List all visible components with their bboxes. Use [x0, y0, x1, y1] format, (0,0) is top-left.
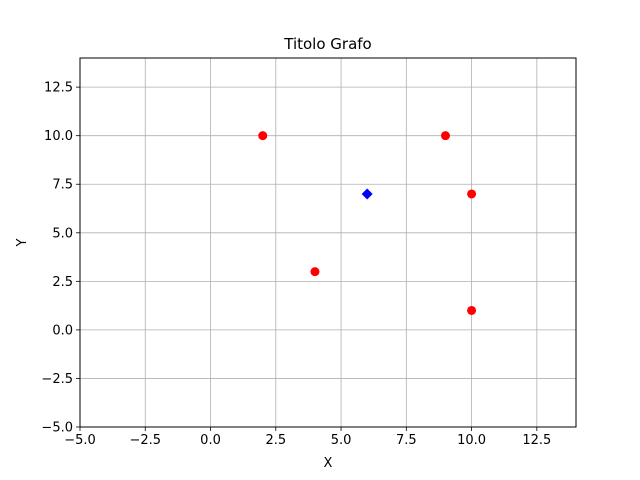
data-point-diamond — [361, 188, 373, 200]
y-tick-label: 7.5 — [52, 178, 73, 193]
x-tick-label: 0.0 — [200, 433, 221, 448]
chart-title: Titolo Grafo — [283, 35, 371, 53]
x-tick-label: 12.5 — [522, 433, 551, 448]
y-tick-label: 2.5 — [52, 275, 73, 290]
data-points — [258, 131, 477, 315]
data-point-circle — [258, 131, 268, 141]
grid — [79, 58, 576, 428]
x-axis-label: X — [324, 456, 333, 471]
y-tick-label: −2.5 — [41, 372, 73, 387]
x-tick-label: −2.5 — [129, 433, 161, 448]
data-point-circle — [310, 267, 320, 277]
x-tick-label: 5.0 — [331, 433, 352, 448]
x-tick-label: 2.5 — [265, 433, 286, 448]
data-point-circle — [467, 305, 477, 315]
x-tick-label: 7.5 — [396, 433, 417, 448]
y-axis-label: Y — [15, 238, 30, 247]
data-point-circle — [440, 131, 450, 141]
y-tick-label: 5.0 — [52, 226, 73, 241]
data-point-circle — [467, 189, 477, 199]
x-tick-label: −5.0 — [64, 433, 96, 448]
plot-frame — [79, 57, 577, 428]
y-tick-label: −5.0 — [41, 421, 73, 436]
y-tick-label: 12.5 — [44, 81, 73, 96]
x-tick-label: 10.0 — [457, 433, 486, 448]
axis-ticks: −5.0 −2.5 0.0 2.5 5.0 7.5 10.0 12.5 −5.0 −2.5 0.0 2… — [41, 81, 551, 448]
y-tick-label: 10.0 — [44, 129, 73, 144]
y-tick-label: 0.0 — [52, 323, 73, 338]
